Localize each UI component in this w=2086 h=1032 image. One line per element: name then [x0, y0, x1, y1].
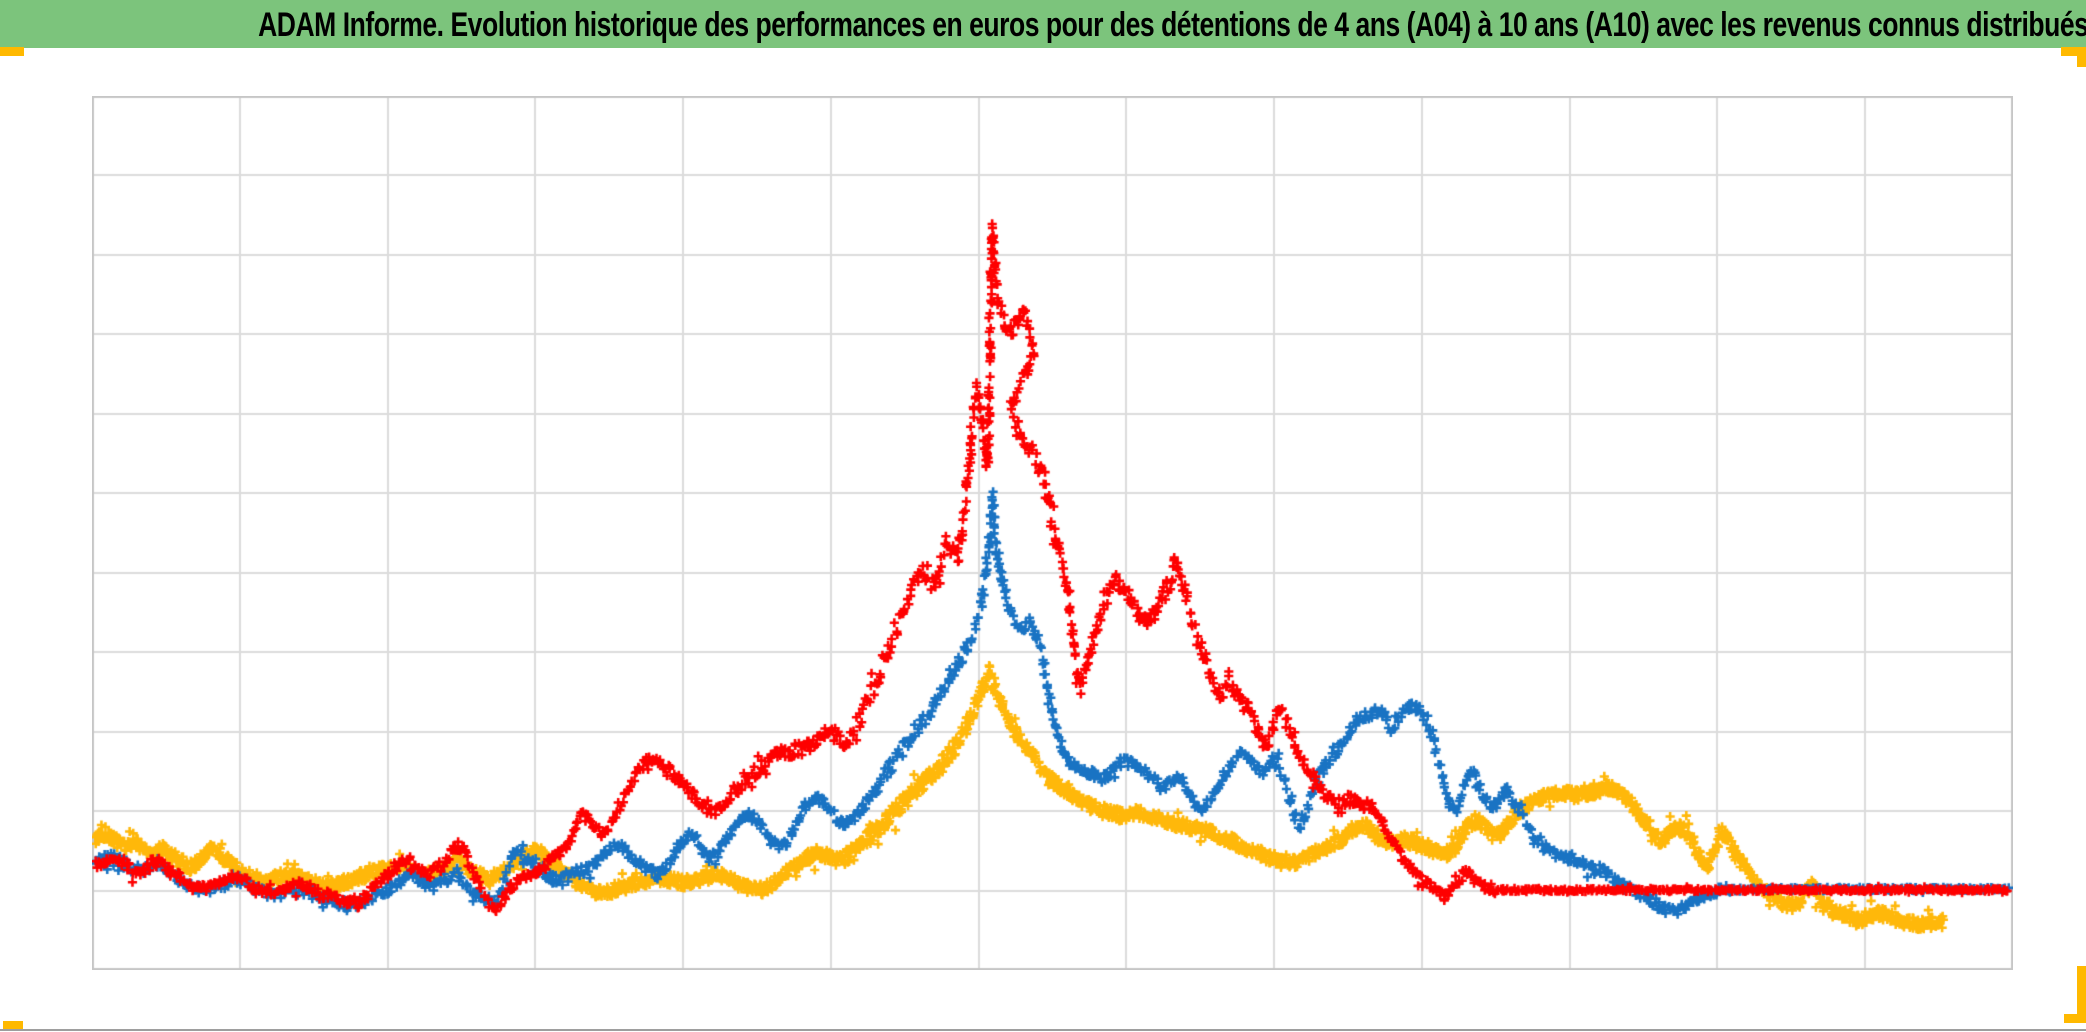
page-title: ADAM Informe. Evolution historique des p…: [258, 6, 2086, 44]
corner-mark-bottom-right-vertical: [2077, 966, 2086, 1023]
chart-canvas: [92, 96, 2013, 970]
corner-mark-top-left: [0, 47, 24, 56]
bottom-divider-line: [0, 1029, 2086, 1031]
corner-mark-bottom-right-horizontal: [2064, 1014, 2086, 1023]
title-bar: ADAM Informe. Evolution historique des p…: [0, 0, 2086, 48]
corner-mark-top-right-vertical: [2077, 47, 2086, 67]
corner-mark-bottom-left: [3, 1021, 23, 1029]
corner-mark-top-right-horizontal: [2061, 47, 2086, 56]
chart-plot-area: [92, 96, 2013, 970]
